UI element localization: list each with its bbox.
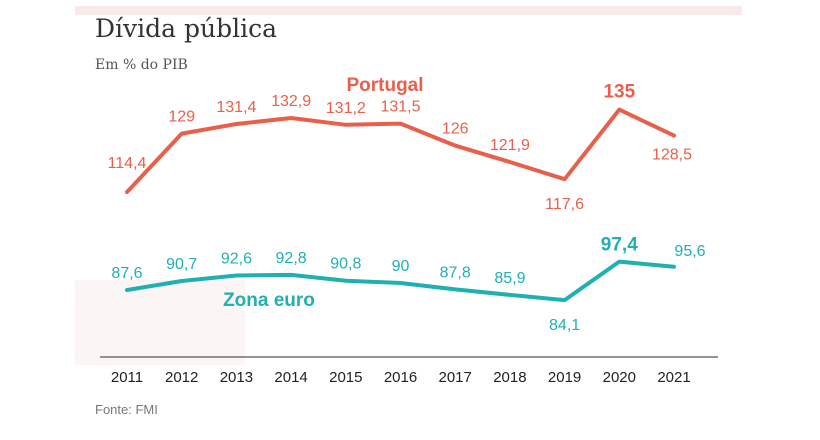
data-label: 90,7 <box>166 256 197 273</box>
data-label: 92,6 <box>221 251 252 268</box>
data-label: 97,4 <box>601 235 638 256</box>
x-tick-label: 2018 <box>493 369 526 386</box>
data-label: 95,6 <box>674 243 705 260</box>
data-label: 92,8 <box>276 250 307 267</box>
x-tick-label: 2014 <box>274 369 307 386</box>
data-label: 135 <box>603 82 635 103</box>
data-label: 117,6 <box>545 196 584 213</box>
data-label: 114,4 <box>108 155 147 172</box>
series-line-portugal <box>125 107 676 194</box>
data-label: 129 <box>168 109 195 126</box>
data-label: 121,9 <box>490 137 530 154</box>
background-fade <box>75 280 245 365</box>
x-tick-label: 2021 <box>657 369 690 386</box>
data-label: 126 <box>442 121 469 138</box>
series-label-zona-euro: Zona euro <box>223 290 315 311</box>
x-tick-label: 2017 <box>439 369 472 386</box>
x-tick-label: 2013 <box>220 369 253 386</box>
data-label: 131,4 <box>216 99 256 116</box>
data-label: 132,9 <box>271 93 311 110</box>
background-fade <box>75 6 742 15</box>
x-tick-label: 2020 <box>603 369 636 386</box>
source-note: Fonte: FMI <box>95 402 158 417</box>
data-label: 131,2 <box>326 100 366 117</box>
series-label-portugal: Portugal <box>346 75 423 96</box>
chart-title: Dívida pública <box>95 14 278 43</box>
x-tick-label: 2016 <box>384 369 417 386</box>
x-tick-label: 2011 <box>111 369 143 386</box>
data-label: 84,1 <box>549 317 580 334</box>
data-label: 87,8 <box>440 264 471 281</box>
data-label: 131,5 <box>380 99 420 116</box>
series-line-zona-euro <box>125 259 676 303</box>
x-tick-label: 2019 <box>548 369 581 386</box>
x-tick-label: 2012 <box>165 369 198 386</box>
data-label: 90 <box>392 258 410 275</box>
data-label: 90,8 <box>330 256 361 273</box>
chart-subtitle: Em % do PIB <box>95 57 188 73</box>
data-label: 128,5 <box>652 147 692 164</box>
x-tick-label: 2015 <box>329 369 362 386</box>
data-label: 85,9 <box>494 270 525 287</box>
data-label: 87,6 <box>111 265 142 282</box>
